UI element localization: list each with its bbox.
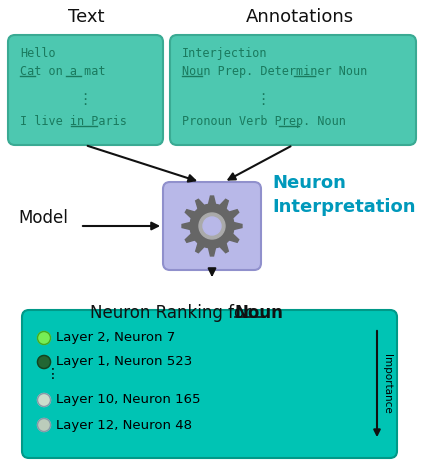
Text: Hello: Hello <box>20 47 56 60</box>
Text: ⋮: ⋮ <box>77 92 92 107</box>
Text: ⋮: ⋮ <box>46 367 60 381</box>
FancyBboxPatch shape <box>170 35 416 145</box>
Circle shape <box>37 356 50 369</box>
Circle shape <box>203 217 221 235</box>
Text: Neuron Ranking for: Neuron Ranking for <box>90 304 256 322</box>
Polygon shape <box>229 234 239 242</box>
FancyBboxPatch shape <box>163 182 261 270</box>
Text: Layer 10, Neuron 165: Layer 10, Neuron 165 <box>56 393 201 406</box>
Text: I live in Paris: I live in Paris <box>20 115 127 128</box>
Polygon shape <box>229 210 239 218</box>
Text: Layer 12, Neuron 48: Layer 12, Neuron 48 <box>56 418 192 432</box>
Circle shape <box>37 331 50 344</box>
Circle shape <box>37 418 50 432</box>
Circle shape <box>199 213 225 239</box>
Polygon shape <box>196 243 204 253</box>
Circle shape <box>190 204 234 248</box>
Text: Text: Text <box>68 8 104 26</box>
Text: Interjection: Interjection <box>182 47 268 60</box>
Polygon shape <box>220 243 228 253</box>
Polygon shape <box>185 210 195 218</box>
Polygon shape <box>182 222 190 230</box>
Text: Pronoun Verb Prep. Noun: Pronoun Verb Prep. Noun <box>182 115 346 128</box>
Circle shape <box>37 393 50 406</box>
Text: Neuron
Interpretation: Neuron Interpretation <box>272 174 416 216</box>
Text: Cat on a mat: Cat on a mat <box>20 65 106 78</box>
Text: Importance: Importance <box>382 354 392 414</box>
Text: Noun Prep. Determiner Noun: Noun Prep. Determiner Noun <box>182 65 367 78</box>
Text: Noun: Noun <box>235 304 284 322</box>
FancyBboxPatch shape <box>22 310 397 458</box>
Polygon shape <box>196 199 204 209</box>
Text: Annotations: Annotations <box>246 8 354 26</box>
Polygon shape <box>209 248 215 256</box>
Polygon shape <box>220 199 228 209</box>
Text: Model: Model <box>18 209 68 227</box>
Polygon shape <box>209 196 215 204</box>
FancyBboxPatch shape <box>8 35 163 145</box>
Polygon shape <box>234 222 242 230</box>
Text: Layer 2, Neuron 7: Layer 2, Neuron 7 <box>56 331 176 344</box>
Text: Layer 1, Neuron 523: Layer 1, Neuron 523 <box>56 356 193 369</box>
Polygon shape <box>185 234 195 242</box>
Text: ⋮: ⋮ <box>255 92 271 107</box>
